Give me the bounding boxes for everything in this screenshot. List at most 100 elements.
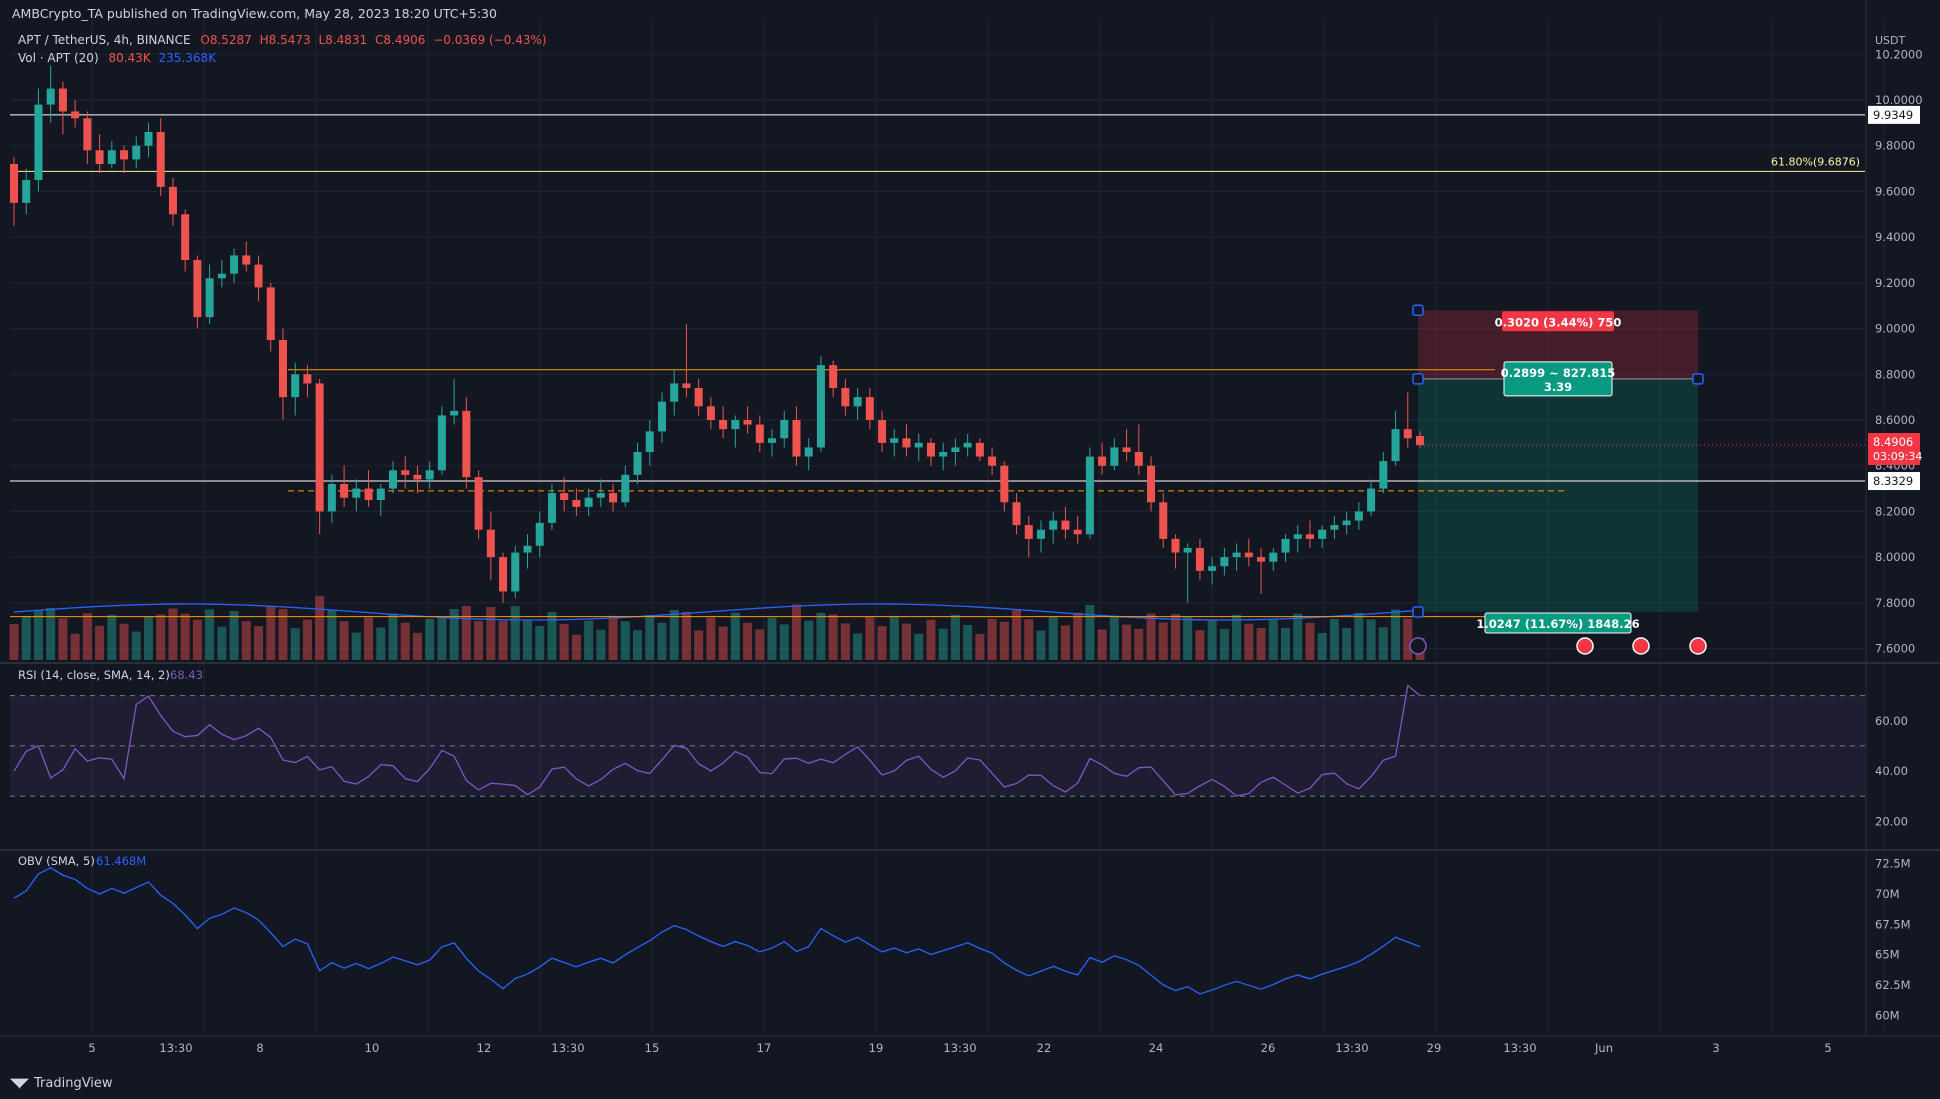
x-tick: 22: [1037, 1041, 1052, 1055]
price-tick: 7.8000: [1875, 596, 1915, 610]
svg-text:3.39: 3.39: [1544, 380, 1572, 394]
volume-bar: [1293, 613, 1303, 660]
volume-bar: [254, 626, 264, 660]
us-flag-event-icon: [1632, 637, 1650, 655]
position-handle: [1412, 606, 1424, 618]
candle-body: [291, 374, 300, 398]
symbol-line: APT / TetherUS, 4h, BINANCE O8.5287 H8.5…: [18, 33, 547, 47]
volume-bar: [1036, 630, 1046, 660]
volume-bar: [767, 617, 777, 660]
candle-body: [694, 388, 703, 407]
brand-text: TradingView: [34, 1076, 113, 1091]
volume-bar: [156, 614, 166, 660]
symbol-text[interactable]: APT / TetherUS, 4h, BINANCE: [18, 33, 191, 47]
candle-body: [816, 365, 825, 448]
candle-body: [1085, 456, 1094, 535]
price-level-badge: [1868, 105, 1920, 124]
x-tick: 13:30: [159, 1041, 192, 1055]
fib-label: 61.80%(9.6876): [1771, 155, 1860, 168]
volume-bar: [1244, 623, 1254, 660]
volume-bar: [1195, 630, 1205, 660]
tradingview-brand[interactable]: ◥◤ TradingView: [10, 1076, 113, 1091]
volume-bar: [168, 608, 178, 660]
candle-body: [804, 447, 813, 457]
volume-bar: [449, 609, 459, 660]
candle-body: [303, 374, 312, 384]
volume-bar: [926, 619, 936, 660]
rsi-legend: RSI (14, close, SMA, 14, 2): [18, 668, 170, 682]
price-level-text: 8.3329: [1873, 474, 1913, 488]
volume-bar: [33, 610, 43, 660]
candle-body: [853, 397, 862, 407]
ohlc-open: O8.5287: [200, 33, 252, 47]
volume-bar: [828, 614, 838, 660]
volume-bar: [241, 621, 251, 660]
candle-body: [1281, 538, 1290, 553]
volume-bar: [1134, 628, 1144, 660]
candle-body: [1073, 529, 1082, 535]
candle-body: [376, 488, 385, 500]
volume-bar: [1170, 614, 1180, 660]
obv-tick: 72.5M: [1875, 857, 1911, 871]
volume-label[interactable]: Vol · APT (20): [18, 51, 99, 65]
candle-body: [193, 260, 202, 318]
volume-bar: [217, 626, 227, 660]
x-tick: 10: [365, 1041, 380, 1055]
volume-bar: [571, 634, 581, 660]
volume-bar: [596, 629, 606, 660]
price-tick: 8.2000: [1875, 504, 1915, 518]
ohlc-close: C8.4906: [375, 33, 426, 47]
x-tick: Jun: [1594, 1041, 1613, 1055]
position-target-label: 1.0247 (11.67%) 1848.26: [1476, 612, 1640, 634]
volume-bar: [877, 626, 887, 660]
candle-body: [425, 470, 434, 480]
candle-body: [584, 497, 593, 507]
volume-bar: [1183, 616, 1193, 660]
volume-bar: [853, 633, 863, 660]
price-tick: 10.2000: [1875, 47, 1923, 61]
candle-body: [95, 150, 104, 164]
candle-body: [156, 132, 165, 187]
candle-body: [266, 287, 275, 340]
candle-body: [988, 456, 997, 466]
volume-bar: [46, 608, 56, 660]
x-tick: 19: [869, 1041, 884, 1055]
x-tick: 17: [757, 1041, 772, 1055]
candle-body: [315, 383, 324, 512]
obv-line: [13, 867, 1421, 995]
volume-bar: [669, 610, 679, 660]
candle-body: [657, 401, 666, 432]
price-tick: 8.6000: [1875, 413, 1915, 427]
candle-body: [1195, 548, 1204, 571]
volume-bar: [498, 620, 508, 660]
candle-body: [914, 442, 923, 448]
x-tick: 13:30: [943, 1041, 976, 1055]
candle-body: [107, 150, 116, 164]
rsi-tick: 60.00: [1875, 714, 1908, 728]
volume-bar: [816, 612, 826, 660]
candle-body: [768, 438, 777, 443]
x-tick: 3: [1712, 1041, 1719, 1055]
volume-bar: [1329, 619, 1339, 660]
candle-body: [205, 278, 214, 318]
volume-bar: [865, 617, 875, 660]
candle-body: [1147, 465, 1156, 503]
candle-body: [963, 442, 972, 448]
x-tick: 29: [1427, 1041, 1442, 1055]
price-tick: 9.2000: [1875, 276, 1915, 290]
us-flag-event-icon: [1576, 637, 1594, 655]
volume-bar: [1012, 610, 1022, 660]
candle-body: [731, 420, 740, 430]
candle-body: [340, 484, 349, 498]
volume-bar: [1158, 622, 1168, 660]
candle-body: [1012, 502, 1021, 526]
volume-bar: [547, 612, 557, 660]
candle-body: [743, 420, 752, 425]
candle-body: [1330, 525, 1339, 530]
candle-body: [1220, 557, 1229, 567]
candle-body: [364, 488, 373, 500]
candle-body: [1036, 529, 1045, 539]
candle-body: [939, 452, 948, 457]
